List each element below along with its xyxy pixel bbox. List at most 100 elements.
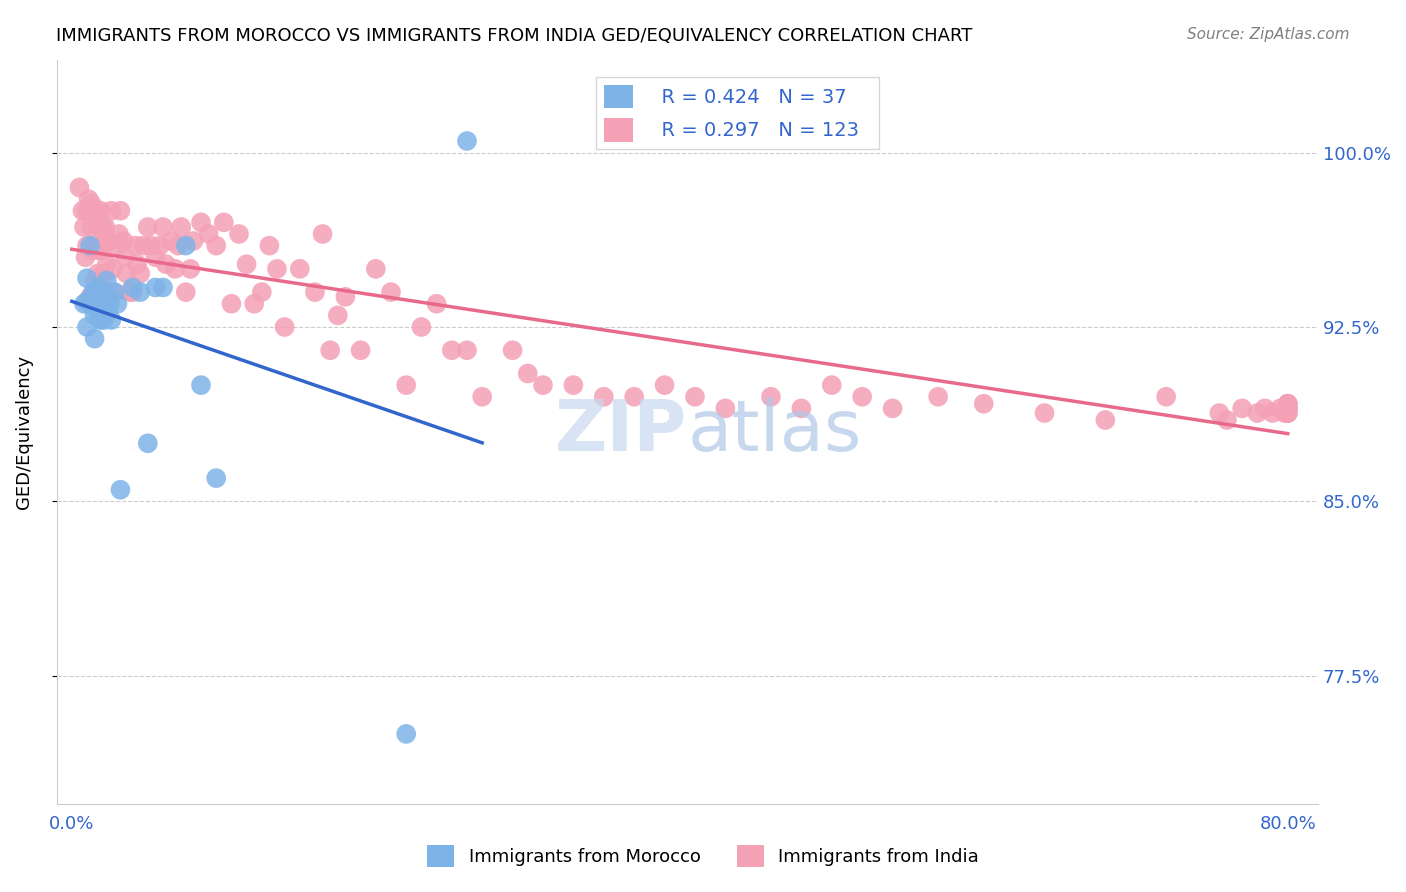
Legend: Immigrants from Morocco, Immigrants from India: Immigrants from Morocco, Immigrants from…: [420, 838, 986, 874]
Point: [882, 401, 904, 416]
Point: [411, 320, 433, 334]
Point: [471, 390, 494, 404]
Point: [101, 261, 124, 276]
Text: IMMIGRANTS FROM MOROCCO VS IMMIGRANTS FROM INDIA GED/EQUIVALENCY CORRELATION CHA: IMMIGRANTS FROM MOROCCO VS IMMIGRANTS FR…: [56, 27, 973, 45]
Point: [155, 257, 177, 271]
Point: [174, 285, 197, 299]
Point: [149, 238, 172, 252]
Point: [531, 378, 554, 392]
Y-axis label: GED/Equivalency: GED/Equivalency: [15, 355, 32, 508]
Point: [124, 238, 146, 252]
Point: [319, 343, 342, 358]
Point: [89, 280, 111, 294]
Point: [84, 203, 107, 218]
Point: [121, 280, 143, 294]
Point: [136, 220, 159, 235]
Point: [129, 267, 152, 281]
Point: [82, 285, 104, 299]
Point: [1274, 406, 1296, 420]
Point: [110, 203, 132, 218]
Point: [335, 290, 357, 304]
Point: [152, 220, 174, 235]
Point: [821, 378, 844, 392]
Point: [426, 297, 449, 311]
Point: [159, 234, 181, 248]
Point: [790, 401, 813, 416]
Point: [759, 390, 782, 404]
Legend:   R = 0.424   N = 37  ,   R = 0.297   N = 123  : R = 0.424 N = 37 , R = 0.297 N = 123: [596, 77, 879, 150]
Point: [129, 285, 152, 299]
Point: [1268, 401, 1291, 416]
Point: [94, 297, 117, 311]
Point: [145, 250, 167, 264]
Point: [516, 367, 538, 381]
Point: [1277, 397, 1299, 411]
Point: [221, 297, 243, 311]
Point: [1275, 401, 1298, 416]
Point: [165, 261, 187, 276]
Point: [440, 343, 463, 358]
Point: [395, 727, 418, 741]
Point: [1277, 401, 1299, 416]
Point: [654, 378, 676, 392]
Point: [108, 227, 131, 241]
Point: [235, 257, 257, 271]
Point: [1275, 406, 1298, 420]
Point: [76, 271, 98, 285]
Point: [103, 285, 125, 299]
Point: [250, 285, 273, 299]
Text: ZIP: ZIP: [555, 397, 688, 467]
Point: [266, 261, 288, 276]
Point: [86, 297, 108, 311]
Point: [91, 220, 114, 235]
Point: [395, 378, 418, 392]
Point: [1277, 397, 1299, 411]
Point: [73, 297, 96, 311]
Point: [80, 299, 103, 313]
Point: [592, 390, 614, 404]
Point: [91, 244, 114, 258]
Point: [311, 227, 333, 241]
Point: [84, 285, 107, 299]
Point: [80, 196, 103, 211]
Point: [89, 220, 111, 235]
Point: [96, 273, 118, 287]
Point: [1230, 401, 1253, 416]
Point: [183, 234, 205, 248]
Point: [326, 309, 349, 323]
Point: [89, 244, 111, 258]
Point: [502, 343, 524, 358]
Point: [273, 320, 295, 334]
Point: [72, 203, 94, 218]
Point: [83, 309, 105, 323]
Point: [94, 234, 117, 248]
Point: [76, 294, 98, 309]
Point: [190, 215, 212, 229]
Point: [76, 320, 98, 334]
Point: [190, 378, 212, 392]
Point: [76, 203, 98, 218]
Point: [179, 261, 201, 276]
Point: [1216, 413, 1239, 427]
Point: [118, 285, 141, 299]
Point: [243, 297, 266, 311]
Point: [114, 250, 136, 264]
Point: [96, 257, 118, 271]
Point: [98, 297, 121, 311]
Point: [136, 436, 159, 450]
Point: [174, 238, 197, 252]
Point: [91, 290, 114, 304]
Point: [82, 244, 104, 258]
Point: [91, 285, 114, 299]
Point: [167, 238, 190, 252]
Point: [1277, 406, 1299, 420]
Point: [80, 220, 103, 235]
Point: [77, 192, 100, 206]
Point: [90, 203, 112, 218]
Point: [364, 261, 387, 276]
Point: [228, 227, 250, 241]
Point: [97, 285, 120, 299]
Point: [380, 285, 402, 299]
Point: [1208, 406, 1230, 420]
Point: [79, 238, 101, 252]
